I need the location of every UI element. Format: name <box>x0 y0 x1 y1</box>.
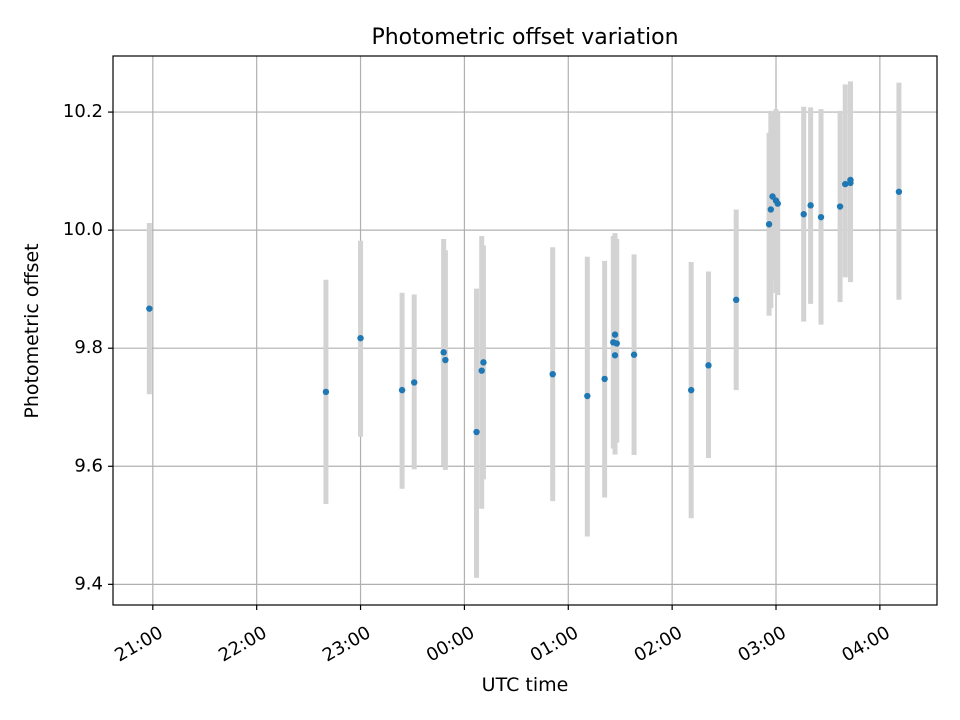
x-axis-title: UTC time <box>482 674 569 696</box>
data-point <box>611 352 619 359</box>
data-point <box>800 211 807 218</box>
data-point <box>601 375 608 383</box>
data-points <box>146 176 903 436</box>
y-axis: 9.4 9.6 9.8 10.0 10.2 <box>63 101 113 594</box>
data-point <box>732 296 740 304</box>
data-point <box>398 386 406 394</box>
data-point <box>478 367 485 374</box>
data-point <box>549 370 556 378</box>
y-tick-label: 10.2 <box>63 101 103 122</box>
data-point <box>630 351 638 358</box>
data-point <box>765 221 773 228</box>
data-point <box>146 305 153 312</box>
y-tick-label: 9.6 <box>74 455 103 476</box>
data-point <box>480 359 487 366</box>
y-tick-label: 10.0 <box>63 219 103 240</box>
y-tick-label: 9.4 <box>74 573 103 594</box>
y-axis-title: Photometric offset <box>21 243 43 418</box>
data-point <box>817 213 825 221</box>
data-point <box>842 180 849 188</box>
data-point <box>584 392 591 400</box>
data-point <box>847 179 854 187</box>
data-point <box>774 200 781 207</box>
y-tick-label: 9.8 <box>74 337 103 358</box>
plot-frame <box>112 55 938 606</box>
data-point <box>613 340 620 347</box>
data-point <box>440 349 447 356</box>
data-point <box>473 428 480 436</box>
data-point <box>442 356 449 364</box>
data-point <box>411 379 418 386</box>
data-point <box>767 206 775 213</box>
data-point <box>322 388 330 396</box>
data-point <box>836 203 844 210</box>
data-point <box>611 331 619 338</box>
data-point <box>357 334 364 342</box>
data-point <box>705 362 712 369</box>
data-point <box>895 188 903 195</box>
data-point <box>687 386 695 394</box>
chart-title: Photometric offset variation <box>371 25 678 50</box>
data-point <box>807 202 814 209</box>
